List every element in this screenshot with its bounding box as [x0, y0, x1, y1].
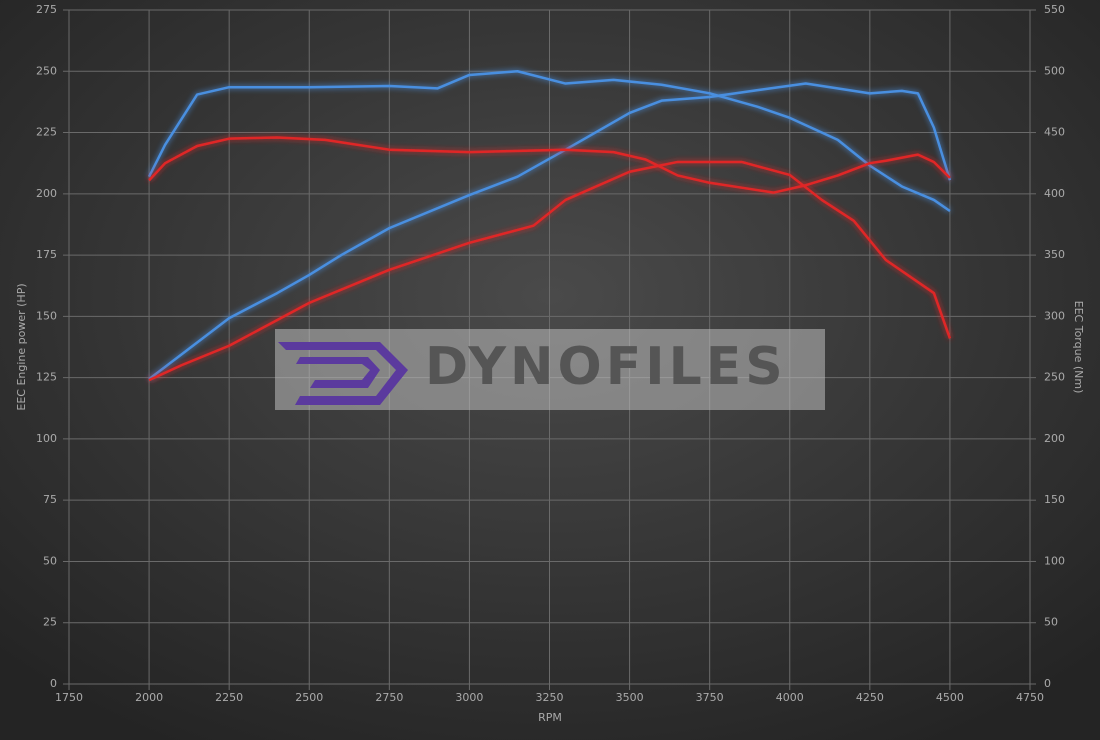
y-tick-label: 225 — [36, 126, 57, 139]
y-tick-label: 275 — [36, 3, 57, 16]
y-tick-label: 75 — [43, 493, 57, 506]
x-tick-label: 3500 — [616, 691, 644, 704]
x-tick-label: 2500 — [295, 691, 323, 704]
x-tick-label: 3750 — [696, 691, 724, 704]
x-tick-label: 2000 — [135, 691, 163, 704]
y-tick-label: 0 — [50, 677, 57, 690]
x-tick-label: 3250 — [536, 691, 564, 704]
y2-tick-label: 0 — [1044, 677, 1051, 690]
watermark-text: DYNOFILES — [425, 337, 787, 397]
line-series — [147, 70, 951, 213]
y-tick-label: 25 — [43, 616, 57, 629]
y2-tick-label: 250 — [1044, 371, 1065, 384]
y2-tick-label: 300 — [1044, 309, 1065, 322]
line-series — [148, 160, 952, 382]
y-axis-label: EEC Engine power (HP) — [15, 283, 28, 410]
line-series — [148, 136, 951, 194]
watermark: DYNOFILES — [275, 329, 825, 410]
y2-tick-label: 550 — [1044, 3, 1065, 16]
x-axis-label: RPM — [538, 711, 562, 724]
y2-tick-label: 200 — [1044, 432, 1065, 445]
x-tick-label: 2750 — [375, 691, 403, 704]
y-tick-label: 125 — [36, 371, 57, 384]
y-tick-label: 100 — [36, 432, 57, 445]
y2-tick-label: 500 — [1044, 64, 1065, 77]
y2-tick-label: 450 — [1044, 126, 1065, 139]
y2-tick-label: 350 — [1044, 248, 1065, 261]
y-tick-label: 50 — [43, 554, 57, 567]
x-tick-label: 3000 — [455, 691, 483, 704]
x-tick-label: 1750 — [55, 691, 83, 704]
line-series — [148, 82, 952, 381]
y-tick-label: 175 — [36, 248, 57, 261]
y2-tick-label: 150 — [1044, 493, 1065, 506]
x-tick-label: 4500 — [936, 691, 964, 704]
x-tick-label: 4750 — [1016, 691, 1044, 704]
y-tick-label: 150 — [36, 309, 57, 322]
y2-axis-label: EEC Torque (Nm) — [1072, 301, 1085, 394]
y2-tick-label: 100 — [1044, 554, 1065, 567]
x-tick-label: 2250 — [215, 691, 243, 704]
y-tick-label: 250 — [36, 64, 57, 77]
x-tick-label: 4250 — [856, 691, 884, 704]
x-tick-label: 4000 — [776, 691, 804, 704]
y2-tick-label: 400 — [1044, 187, 1065, 200]
y-tick-label: 200 — [36, 187, 57, 200]
y2-tick-label: 50 — [1044, 616, 1058, 629]
